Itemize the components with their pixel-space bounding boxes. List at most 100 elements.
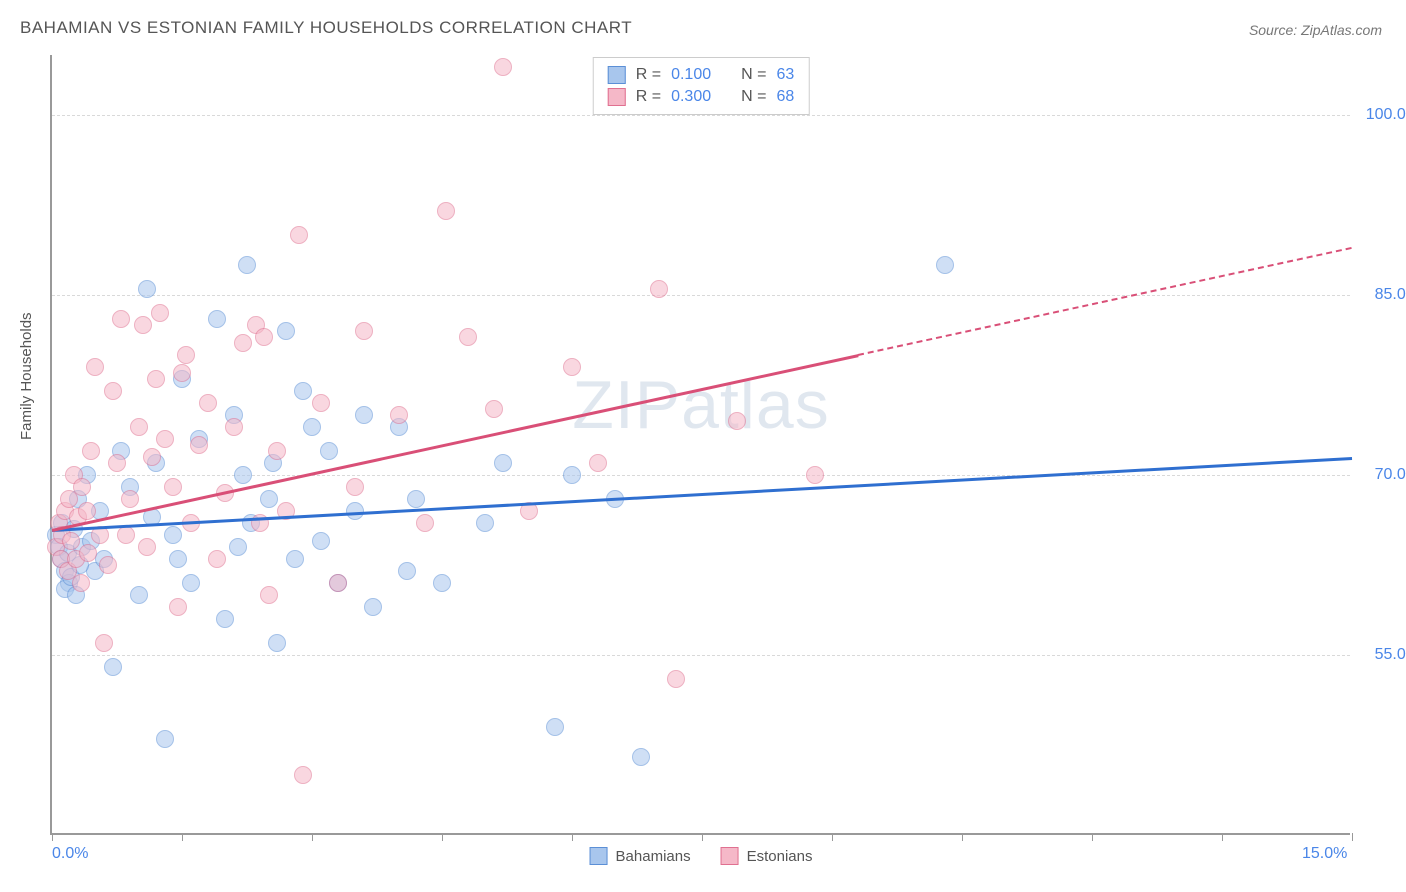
scatter-point (476, 514, 494, 532)
y-tick-label: 100.0% (1366, 106, 1406, 124)
scatter-point (121, 490, 139, 508)
scatter-point (156, 430, 174, 448)
n-label: N = (741, 66, 766, 84)
scatter-point (138, 280, 156, 298)
scatter-point (546, 718, 564, 736)
legend-row-bahamians: R = 0.100 N = 63 (608, 64, 795, 86)
scatter-point (260, 490, 278, 508)
scatter-point (173, 364, 191, 382)
scatter-point (728, 412, 746, 430)
legend-item-bahamians: Bahamians (590, 847, 691, 865)
legend-swatch-estonians (608, 88, 626, 106)
scatter-point (390, 406, 408, 424)
scatter-point (108, 454, 126, 472)
scatter-point (355, 322, 373, 340)
scatter-point (229, 538, 247, 556)
scatter-point (234, 466, 252, 484)
scatter-point (416, 514, 434, 532)
scatter-point (407, 490, 425, 508)
scatter-point (294, 382, 312, 400)
scatter-point (255, 328, 273, 346)
legend-label: Estonians (747, 848, 813, 865)
n-value: 68 (776, 88, 794, 106)
x-tick (702, 833, 703, 841)
series-legend: Bahamians Estonians (590, 847, 813, 865)
scatter-point (62, 532, 80, 550)
n-label: N = (741, 88, 766, 106)
x-tick (442, 833, 443, 841)
chart-container: BAHAMIAN VS ESTONIAN FAMILY HOUSEHOLDS C… (0, 0, 1406, 892)
x-tick-label: 15.0% (1302, 845, 1347, 863)
r-value: 0.300 (671, 88, 711, 106)
scatter-point (182, 574, 200, 592)
scatter-point (199, 394, 217, 412)
gridline (52, 115, 1350, 116)
scatter-point (78, 502, 96, 520)
scatter-point (169, 598, 187, 616)
chart-title: BAHAMIAN VS ESTONIAN FAMILY HOUSEHOLDS C… (20, 18, 632, 38)
scatter-point (104, 382, 122, 400)
scatter-point (433, 574, 451, 592)
legend-row-estonians: R = 0.300 N = 68 (608, 86, 795, 108)
legend-label: Bahamians (616, 848, 691, 865)
scatter-point (151, 304, 169, 322)
scatter-point (134, 316, 152, 334)
scatter-point (169, 550, 187, 568)
scatter-point (268, 442, 286, 460)
scatter-point (650, 280, 668, 298)
scatter-point (268, 634, 286, 652)
scatter-point (72, 574, 90, 592)
scatter-point (632, 748, 650, 766)
trend-line (858, 247, 1352, 356)
scatter-point (437, 202, 455, 220)
y-tick-label: 55.0% (1375, 646, 1406, 664)
scatter-point (234, 334, 252, 352)
x-tick (572, 833, 573, 841)
scatter-point (294, 766, 312, 784)
scatter-point (563, 466, 581, 484)
r-label: R = (636, 66, 661, 84)
scatter-point (225, 418, 243, 436)
legend-swatch-bahamians (590, 847, 608, 865)
scatter-point (589, 454, 607, 472)
r-label: R = (636, 88, 661, 106)
scatter-point (73, 478, 91, 496)
scatter-point (208, 310, 226, 328)
scatter-point (563, 358, 581, 376)
scatter-point (147, 370, 165, 388)
scatter-point (364, 598, 382, 616)
x-tick-label: 0.0% (52, 845, 88, 863)
y-axis-label: Family Households (18, 312, 35, 440)
scatter-point (130, 418, 148, 436)
scatter-point (312, 532, 330, 550)
scatter-point (164, 478, 182, 496)
scatter-point (156, 730, 174, 748)
scatter-point (459, 328, 477, 346)
scatter-point (238, 256, 256, 274)
scatter-point (82, 442, 100, 460)
scatter-point (138, 538, 156, 556)
scatter-point (667, 670, 685, 688)
scatter-point (346, 478, 364, 496)
watermark: ZIPatlas (572, 366, 829, 444)
scatter-point (79, 544, 97, 562)
scatter-point (936, 256, 954, 274)
scatter-point (99, 556, 117, 574)
x-tick (1352, 833, 1353, 841)
x-tick (312, 833, 313, 841)
scatter-point (494, 58, 512, 76)
scatter-point (164, 526, 182, 544)
scatter-point (303, 418, 321, 436)
x-tick (52, 833, 53, 841)
scatter-point (312, 394, 330, 412)
source-attribution: Source: ZipAtlas.com (1249, 22, 1382, 38)
legend-item-estonians: Estonians (721, 847, 813, 865)
y-tick-label: 70.0% (1375, 466, 1406, 484)
scatter-point (130, 586, 148, 604)
scatter-point (260, 586, 278, 604)
scatter-point (86, 358, 104, 376)
scatter-point (117, 526, 135, 544)
legend-swatch-bahamians (608, 66, 626, 84)
scatter-point (104, 658, 122, 676)
scatter-point (286, 550, 304, 568)
